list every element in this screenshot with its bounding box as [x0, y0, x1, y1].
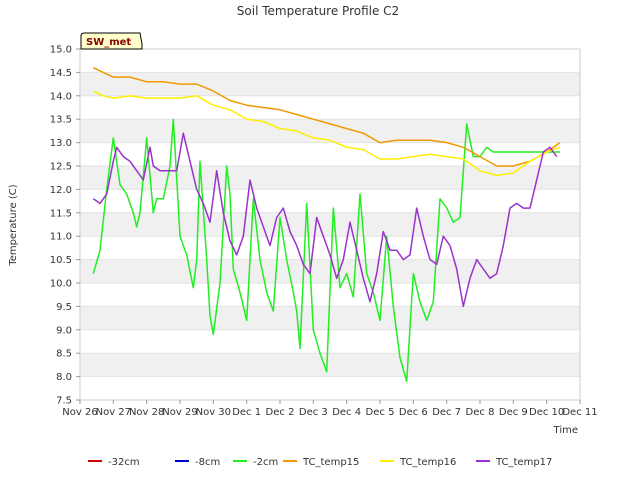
y-tick-label: 14.5	[50, 68, 72, 79]
y-tick-label: 10.5	[50, 255, 72, 266]
legend-label: -8cm	[195, 457, 220, 468]
y-tick-label: 12.5	[50, 162, 72, 173]
grid-band	[80, 353, 580, 377]
y-tick-label: 9.0	[56, 325, 72, 336]
y-tick-label: 11.5	[50, 208, 72, 219]
x-axis-label: Time	[553, 425, 578, 436]
y-axis-label: Temperature (C)	[8, 184, 19, 266]
series-line-tc-temp15	[92, 67, 561, 167]
series-line-2cm	[92, 118, 560, 383]
station-badge-text: SW_met	[86, 37, 131, 48]
grid-band	[80, 166, 580, 190]
legend-item: -8cm	[175, 457, 220, 468]
x-tick-label: Nov 27	[96, 407, 131, 418]
x-tick-label: Dec 8	[466, 407, 495, 418]
legend-label: -2cm	[253, 457, 278, 468]
y-tick-label: 8.0	[56, 372, 72, 383]
x-tick-label: Nov 30	[196, 407, 231, 418]
legend-label: TC_temp15	[302, 457, 359, 468]
y-tick-label: 13.5	[50, 115, 72, 126]
grid-band	[80, 119, 580, 143]
x-tick-label: Dec 1	[232, 407, 261, 418]
x-tick-label: Dec 10	[529, 407, 564, 418]
y-tick-label: 9.5	[56, 302, 72, 313]
legend-item: TC_temp15	[283, 457, 359, 468]
legend-item: TC_temp16	[380, 457, 456, 468]
legend-item: TC_temp17	[476, 457, 552, 468]
plot-frame	[79, 48, 581, 401]
series-line-tc-temp16	[92, 90, 561, 177]
y-tick-label: 11.0	[50, 232, 72, 243]
x-tick-label: Dec 9	[499, 407, 528, 418]
x-tick-label: Dec 7	[432, 407, 461, 418]
legend: -32cm -8cm -2cm TC_temp15 TC_temp16 TC_temp17	[88, 457, 552, 468]
x-tick-label: Nov 29	[162, 407, 197, 418]
series-line-tc-temp17	[92, 132, 558, 308]
y-tick-label: 13.0	[50, 138, 72, 149]
chart-title: Soil Temperature Profile C2	[237, 4, 399, 18]
x-tick-label: Dec 2	[266, 407, 295, 418]
grid-band	[80, 72, 580, 96]
x-tick-label: Dec 4	[332, 407, 361, 418]
y-tick-label: 8.5	[56, 349, 72, 360]
series-layer	[92, 67, 561, 383]
y-tick-label: 14.0	[50, 91, 72, 102]
legend-label: TC_temp17	[495, 457, 552, 468]
x-tick-label: Dec 6	[399, 407, 428, 418]
x-tick-label: Dec 5	[366, 407, 395, 418]
legend-item: -2cm	[233, 457, 278, 468]
x-tick-label: Nov 26	[62, 407, 97, 418]
station-badge-box	[80, 32, 143, 50]
legend-label: TC_temp16	[399, 457, 456, 468]
x-tick-label: Dec 11	[562, 407, 597, 418]
y-axis-ticks: 7.5 8.0 8.5 9.0 9.5 10.0 10.5 11.0 11.5 12.0 12.5 1…	[50, 45, 80, 407]
station-badge: SW_met	[80, 32, 143, 50]
grid-band	[80, 306, 580, 330]
y-tick-label: 15.0	[50, 45, 72, 56]
y-tick-label: 12.0	[50, 185, 72, 196]
x-tick-label: Nov 28	[129, 407, 164, 418]
legend-item: -32cm	[88, 457, 140, 468]
legend-label: -32cm	[108, 457, 140, 468]
y-tick-label: 7.5	[56, 396, 72, 407]
x-tick-label: Dec 3	[299, 407, 328, 418]
y-tick-label: 10.0	[50, 279, 72, 290]
grid-bands	[80, 48, 580, 401]
